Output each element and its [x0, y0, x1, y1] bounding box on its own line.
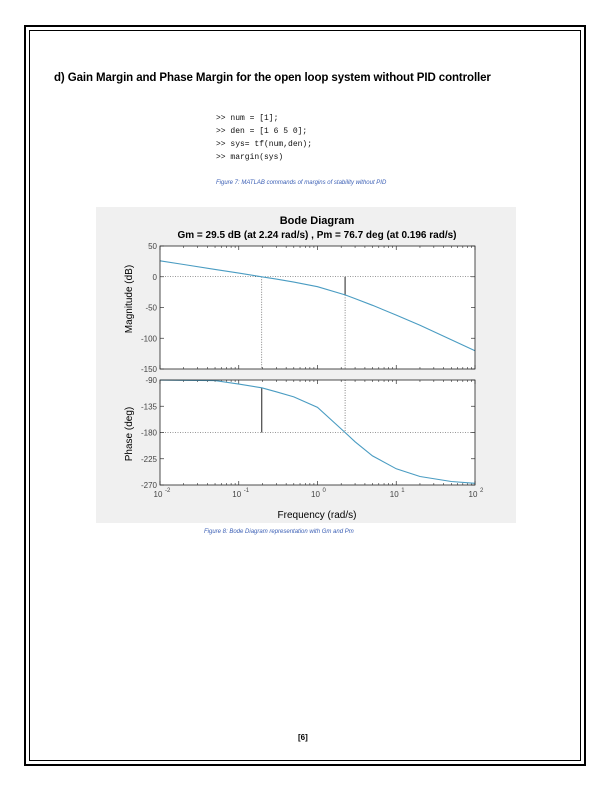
section-heading: d) Gain Margin and Phase Margin for the … — [54, 72, 491, 84]
code-line: >> margin(sys) — [216, 153, 284, 162]
phase-y-tick-label: -90 — [145, 376, 157, 385]
page-border-inner — [29, 30, 581, 761]
magnitude-y-tick-label: -150 — [141, 365, 158, 374]
page-border-outer — [24, 25, 586, 766]
magnitude-axis-label: Magnitude (dB) — [124, 265, 135, 333]
x-tick-label: 10 — [232, 490, 241, 499]
code-line: >> den = [1 6 5 0]; — [216, 127, 308, 136]
phase-y-tick-label: -270 — [141, 481, 158, 490]
x-tick-label-exponent: 0 — [323, 488, 327, 494]
phase-axes-frame — [159, 379, 476, 486]
x-tick-label: 10 — [469, 490, 478, 499]
x-tick-label-exponent: 2 — [480, 488, 484, 494]
magnitude-y-tick-label: -100 — [141, 334, 158, 343]
magnitude-y-tick-label: 0 — [153, 273, 158, 282]
magnitude-plot-area — [160, 246, 475, 369]
magnitude-axes-frame — [159, 245, 476, 370]
matlab-code-block: >> num = [1]; >> den = [1 6 5 0]; >> sys… — [216, 112, 312, 164]
figure-7-caption: Figure 7: MATLAB commands of margins of … — [216, 180, 387, 186]
bode-diagram-svg: Bode Diagram Gm = 29.5 dB (at 2.24 rad/s… — [124, 215, 484, 521]
page-number: [6] — [298, 733, 308, 742]
phase-y-tick-label: -135 — [141, 402, 158, 411]
x-tick-label: 10 — [311, 490, 320, 499]
chart-title: Bode Diagram — [280, 215, 355, 227]
x-tick-label-exponent: 1 — [401, 488, 405, 494]
phase-y-tick-label: -180 — [141, 429, 158, 438]
magnitude-y-tick-label: 50 — [148, 242, 157, 251]
x-tick-label: 10 — [154, 490, 163, 499]
frequency-axis-label: Frequency (rad/s) — [278, 510, 357, 521]
x-tick-label: 10 — [390, 490, 399, 499]
code-line: >> num = [1]; — [216, 114, 279, 123]
phase-axis-label: Phase (deg) — [124, 407, 135, 461]
figure-8-caption: Figure 8: Bode Diagram representation wi… — [204, 529, 354, 535]
bode-diagram-figure: Bode Diagram Gm = 29.5 dB (at 2.24 rad/s… — [96, 207, 516, 523]
chart-subtitle: Gm = 29.5 dB (at 2.24 rad/s) , Pm = 76.7… — [177, 230, 456, 241]
code-line: >> sys= tf(num,den); — [216, 140, 313, 149]
phase-y-tick-label: -225 — [141, 455, 158, 464]
magnitude-y-tick-label: -50 — [145, 304, 157, 313]
phase-curve — [159, 379, 476, 484]
magnitude-curve — [159, 260, 476, 352]
x-tick-label-exponent: -1 — [244, 488, 250, 494]
x-tick-label-exponent: -2 — [165, 488, 171, 494]
